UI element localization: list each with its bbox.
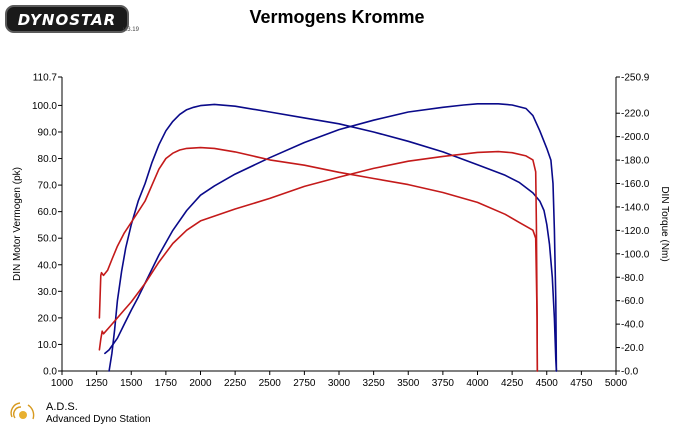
y-right-tick-label: -60.0: [621, 296, 644, 307]
x-tick-label: 1500: [120, 378, 143, 389]
y-left-tick-label: 20.0: [38, 313, 58, 324]
series-layer: [98, 103, 558, 372]
axes: 0.0 10.0 20.0 30.0 40.0 50.0 60.0 70.0 80.0 90.0 1…: [12, 73, 670, 390]
y-left-tick-label: 10.0: [38, 340, 58, 351]
y-left-tick-label: 90.0: [38, 127, 58, 138]
logo-text: DYNOSTAR: [17, 11, 117, 29]
series-line-torque_run1: [108, 103, 558, 372]
x-tick-label: 4000: [466, 378, 489, 389]
x-tick-label: 2250: [224, 378, 247, 389]
x-tick-label: 1750: [155, 378, 178, 389]
x-tick-label: 4750: [570, 378, 593, 389]
x-tick-label: 4500: [536, 378, 559, 389]
x-tick-label: 3250: [363, 378, 386, 389]
ads-logo-icon: [10, 402, 35, 420]
x-tick-label: 2000: [189, 378, 212, 389]
y-left-tick-label: 70.0: [38, 181, 58, 192]
ads-subtitle: Advanced Dyno Station: [46, 414, 151, 425]
x-tick-label: 5000: [605, 378, 628, 389]
x-tick-label: 2500: [259, 378, 282, 389]
y-right-tick-label: -0.0: [621, 367, 639, 378]
y-right-tick-label: -200.0: [621, 132, 650, 143]
y-axis-right-label: DIN Torque (Nm): [659, 186, 670, 261]
y-left-tick-label: 60.0: [38, 207, 58, 218]
series-line-power_run2: [98, 150, 539, 372]
x-tick-label: 3000: [328, 378, 351, 389]
y-left-tick-label: 40.0: [38, 260, 58, 271]
x-tick-label: 3750: [432, 378, 455, 389]
y-right-tick-label: -120.0: [621, 226, 650, 237]
x-tick-label: 1250: [86, 378, 109, 389]
dynostar-logo: DYNOSTAR: [5, 5, 129, 33]
chart-area: 0.0 10.0 20.0 30.0 40.0 50.0 60.0 70.0 80.0 90.0 1…: [12, 73, 670, 390]
y-right-tick-label: -140.0: [621, 202, 650, 213]
y-left-tick-label: 50.0: [38, 234, 58, 245]
y-left-tick-label: 80.0: [38, 154, 58, 165]
y-right-tick-label: -250.9: [621, 73, 650, 84]
x-tick-label: 1000: [51, 378, 74, 389]
series-line-torque_run2: [104, 103, 558, 372]
y-right-tick-label: -180.0: [621, 156, 650, 167]
x-tick-label: 2750: [293, 378, 316, 389]
logo-version: v.3.19: [123, 27, 139, 33]
chart-title: Vermogens Kromme: [249, 7, 425, 27]
y-right-tick-label: -100.0: [621, 249, 650, 260]
y-left-tick-label: 110.7: [33, 73, 58, 84]
y-right-tick-label: -20.0: [621, 343, 644, 354]
y-right-tick-label: -40.0: [621, 320, 644, 331]
y-left-tick-label: 0.0: [43, 367, 57, 378]
y-right-tick-label: -220.0: [621, 109, 650, 120]
x-tick-label: 4250: [501, 378, 524, 389]
y-right-tick-label: -80.0: [621, 273, 644, 284]
y-left-tick-label: 100.0: [32, 101, 57, 112]
y-axis-left-label: DIN Motor Vermogen (pk): [12, 167, 23, 281]
series-line-power_run1: [98, 146, 539, 372]
x-tick-label: 3500: [397, 378, 420, 389]
y-left-tick-label: 30.0: [38, 287, 58, 298]
ads-title: A.D.S.: [46, 401, 78, 413]
y-right-tick-label: -160.0: [621, 179, 650, 190]
